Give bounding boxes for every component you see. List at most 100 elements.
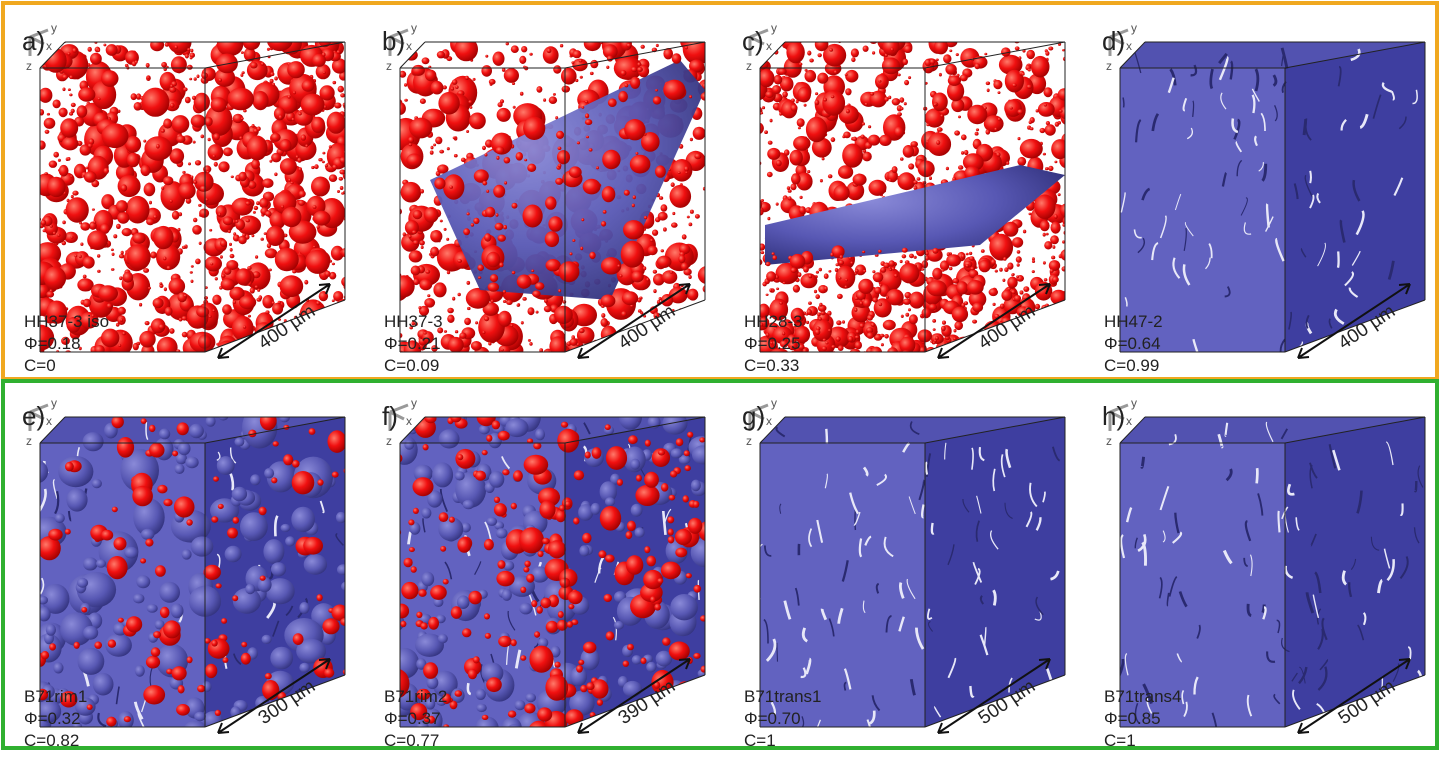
pore-blob (662, 270, 677, 284)
pore-blob (628, 435, 638, 444)
pore-blob (772, 255, 777, 260)
pore-blob (879, 303, 883, 307)
pore-blob (475, 471, 486, 481)
axis-label: x (766, 414, 772, 428)
grain-blob (96, 559, 106, 568)
pore-blob (1048, 166, 1053, 171)
pore-blob (845, 74, 848, 77)
pore-blob (863, 299, 871, 308)
pore-blob (689, 95, 692, 98)
pore-blob (484, 613, 490, 619)
pore-blob (641, 658, 647, 665)
pore-blob (646, 556, 656, 567)
pore-blob (280, 158, 297, 175)
pore-blob (670, 471, 677, 478)
pore-blob (538, 551, 544, 557)
pore-blob (926, 123, 929, 126)
pore-blob (322, 152, 325, 155)
pore-blob (208, 138, 211, 142)
pore-blob (529, 646, 553, 673)
pore-blob (819, 303, 822, 307)
pore-blob (527, 164, 536, 172)
pore-blob (167, 266, 171, 270)
pore-blob (182, 332, 188, 338)
pore-blob (684, 166, 689, 171)
pore-blob (956, 53, 959, 56)
grain-blob (439, 429, 460, 448)
pore-blob (862, 122, 865, 125)
pore-blob (227, 528, 238, 539)
pore-blob (118, 307, 126, 315)
pore-blob (573, 517, 579, 524)
pore-blob (455, 86, 459, 89)
pore-blob (220, 240, 227, 247)
pore-blob (899, 97, 904, 103)
pore-blob (447, 271, 450, 275)
pore-blob (879, 284, 882, 286)
pore-blob (526, 574, 534, 583)
pore-blob (172, 451, 178, 457)
pore-blob (65, 529, 71, 535)
pore-blob (823, 98, 827, 102)
pore-blob (875, 74, 889, 89)
pore-blob (288, 178, 291, 181)
pore-blob (1023, 230, 1026, 234)
pore-blob (830, 253, 833, 257)
pore-blob (292, 270, 296, 274)
grain-blob (92, 479, 102, 488)
pore-blob (929, 176, 932, 180)
grain-blob (692, 445, 713, 464)
pore-blob (929, 304, 937, 311)
pore-blob (524, 561, 530, 567)
pore-blob (70, 175, 73, 177)
pore-blob (598, 550, 606, 558)
pore-blob (604, 594, 612, 602)
pore-blob (999, 268, 1003, 272)
pore-blob (544, 299, 548, 303)
pore-blob (694, 317, 697, 319)
pore-blob (1035, 304, 1040, 310)
pore-blob (447, 308, 454, 314)
pore-blob (946, 167, 949, 171)
pore-blob (681, 263, 688, 271)
pore-blob (512, 271, 516, 274)
pore-blob (241, 642, 247, 648)
pore-blob (617, 264, 620, 267)
pore-blob (206, 171, 209, 173)
pore-blob (958, 116, 961, 119)
pore-blob (157, 485, 167, 494)
pore-blob (872, 270, 875, 273)
pore-blob (240, 74, 243, 77)
pore-blob (118, 344, 121, 347)
pore-blob (663, 80, 685, 100)
pore-blob (838, 345, 844, 351)
pore-blob (953, 337, 957, 340)
pore-blob (252, 124, 255, 128)
pore-blob (834, 185, 850, 201)
pore-blob (328, 430, 347, 453)
pore-blob (255, 285, 259, 288)
pore-blob (193, 141, 196, 144)
pore-blob (871, 323, 875, 327)
pore-blob (631, 67, 637, 72)
pore-blob (820, 179, 823, 182)
pore-blob (964, 150, 968, 155)
pore-blob (174, 45, 178, 49)
pore-blob (511, 639, 517, 646)
pore-blob (533, 356, 536, 359)
pore-blob (961, 151, 964, 155)
pore-blob (535, 282, 544, 290)
pore-blob (191, 115, 206, 128)
pore-blob (671, 222, 678, 227)
right-face (925, 417, 1065, 727)
pore-blob (232, 595, 238, 601)
pore-blob (706, 730, 714, 737)
pore-blob (776, 288, 779, 291)
pore-blob (170, 84, 173, 88)
pore-blob (868, 135, 880, 146)
grain-blob (270, 647, 293, 670)
pore-blob (828, 329, 831, 332)
pore-blob (908, 308, 911, 311)
pore-blob (1014, 38, 1021, 44)
pore-blob (521, 46, 527, 52)
